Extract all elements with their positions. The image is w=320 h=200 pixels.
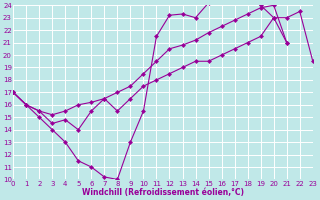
X-axis label: Windchill (Refroidissement éolien,°C): Windchill (Refroidissement éolien,°C) xyxy=(82,188,244,197)
